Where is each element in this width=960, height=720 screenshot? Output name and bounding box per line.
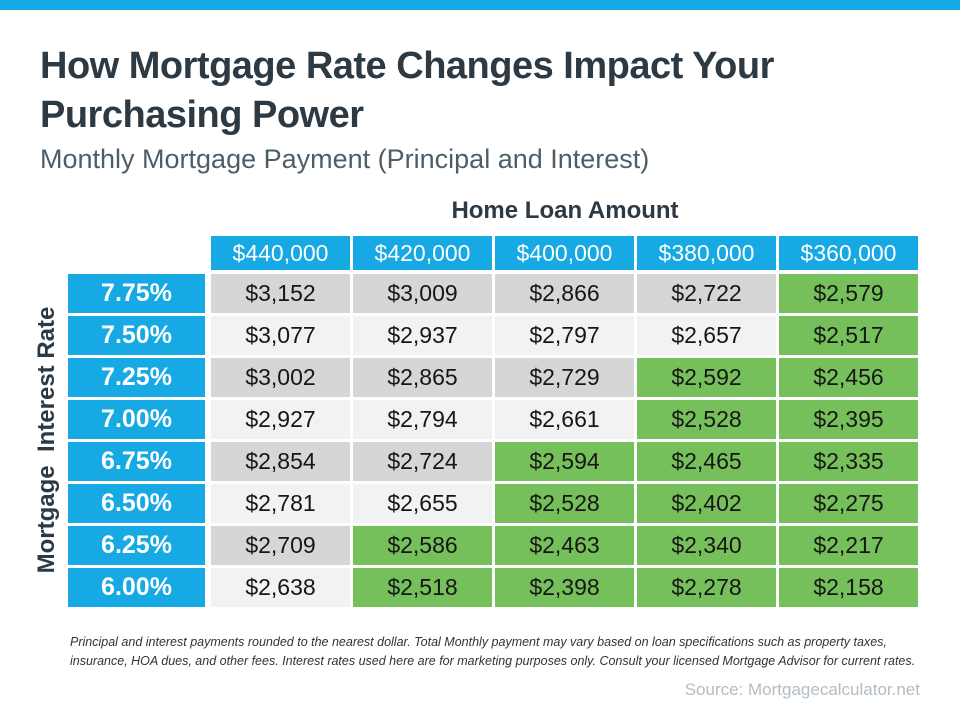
payment-cell: $2,395: [779, 400, 918, 439]
payment-cell: $2,927: [211, 400, 350, 439]
rate-cell: 6.25%: [68, 526, 205, 565]
payment-cell: $2,866: [495, 274, 634, 313]
loan-amount-header: $420,000: [353, 236, 492, 270]
payment-cell: $2,586: [353, 526, 492, 565]
table-corner-spacer: [68, 236, 205, 270]
row-axis-label: Mortgage Interest Rate: [33, 306, 60, 574]
payment-cell: $2,278: [637, 568, 776, 607]
top-accent-bar: [0, 0, 960, 10]
payment-cell: $2,456: [779, 358, 918, 397]
payment-cell: $2,724: [353, 442, 492, 481]
table-row: 7.75% $3,152 $3,009 $2,866 $2,722 $2,579: [68, 274, 918, 313]
loan-amount-header: $380,000: [637, 236, 776, 270]
payment-cell: $2,398: [495, 568, 634, 607]
payment-cell: $2,402: [637, 484, 776, 523]
payment-cell: $2,217: [779, 526, 918, 565]
payment-cell: $2,517: [779, 316, 918, 355]
payment-cell: $2,657: [637, 316, 776, 355]
rate-cell: 7.25%: [68, 358, 205, 397]
rate-cell: 6.50%: [68, 484, 205, 523]
payment-cell: $2,722: [637, 274, 776, 313]
payment-cell: $2,655: [353, 484, 492, 523]
payment-cell: $2,781: [211, 484, 350, 523]
payment-cell: $2,797: [495, 316, 634, 355]
payment-cell: $2,794: [353, 400, 492, 439]
payment-cell: $2,937: [353, 316, 492, 355]
payment-cell: $3,009: [353, 274, 492, 313]
payment-cell: $2,865: [353, 358, 492, 397]
payment-cell: $2,275: [779, 484, 918, 523]
rate-cell: 6.00%: [68, 568, 205, 607]
payment-cell: $2,528: [495, 484, 634, 523]
table-row: 7.50% $3,077 $2,937 $2,797 $2,657 $2,517: [68, 316, 918, 355]
page-title: How Mortgage Rate Changes Impact Your Pu…: [40, 42, 940, 140]
payment-cell: $2,340: [637, 526, 776, 565]
rate-cell: 7.50%: [68, 316, 205, 355]
table-row: 6.75% $2,854 $2,724 $2,594 $2,465 $2,335: [68, 442, 918, 481]
table-row: 6.50% $2,781 $2,655 $2,528 $2,402 $2,275: [68, 484, 918, 523]
column-axis-label: Home Loan Amount: [451, 197, 679, 224]
table-row: 6.25% $2,709 $2,586 $2,463 $2,340 $2,217: [68, 526, 918, 565]
payment-cell: $2,729: [495, 358, 634, 397]
page-title-line-1: How Mortgage Rate Changes Impact Your: [40, 45, 774, 87]
loan-amount-header: $360,000: [779, 236, 918, 270]
table-row: 7.00% $2,927 $2,794 $2,661 $2,528 $2,395: [68, 400, 918, 439]
loan-amount-header: $400,000: [495, 236, 634, 270]
payment-cell: $2,335: [779, 442, 918, 481]
page-subtitle: Monthly Mortgage Payment (Principal and …: [40, 144, 650, 174]
table-row: 7.25% $3,002 $2,865 $2,729 $2,592 $2,456: [68, 358, 918, 397]
payment-cell: $3,152: [211, 274, 350, 313]
payment-cell: $2,528: [637, 400, 776, 439]
payment-cell: $2,592: [637, 358, 776, 397]
loan-amount-header: $440,000: [211, 236, 350, 270]
table-header-row: $440,000 $420,000 $400,000 $380,000 $360,000: [68, 236, 918, 270]
page-title-line-2: Purchasing Power: [40, 94, 364, 136]
source-credit: Source: Mortgagecalculator.net: [684, 680, 920, 699]
payment-cell: $2,579: [779, 274, 918, 313]
payment-cell: $2,463: [495, 526, 634, 565]
payment-cell: $2,465: [637, 442, 776, 481]
payment-cell: $2,158: [779, 568, 918, 607]
table-row: 6.00% $2,638 $2,518 $2,398 $2,278 $2,158: [68, 568, 918, 607]
footnote: Principal and interest payments rounded …: [70, 635, 916, 669]
payment-cell: $2,518: [353, 568, 492, 607]
payment-cell: $2,638: [211, 568, 350, 607]
payment-cell: $2,594: [495, 442, 634, 481]
payment-cell: $3,077: [211, 316, 350, 355]
payment-cell: $2,661: [495, 400, 634, 439]
payment-table: $440,000 $420,000 $400,000 $380,000 $360,000…: [68, 236, 918, 610]
rate-cell: 6.75%: [68, 442, 205, 481]
payment-cell: $3,002: [211, 358, 350, 397]
rate-cell: 7.00%: [68, 400, 205, 439]
rate-cell: 7.75%: [68, 274, 205, 313]
payment-cell: $2,854: [211, 442, 350, 481]
payment-cell: $2,709: [211, 526, 350, 565]
